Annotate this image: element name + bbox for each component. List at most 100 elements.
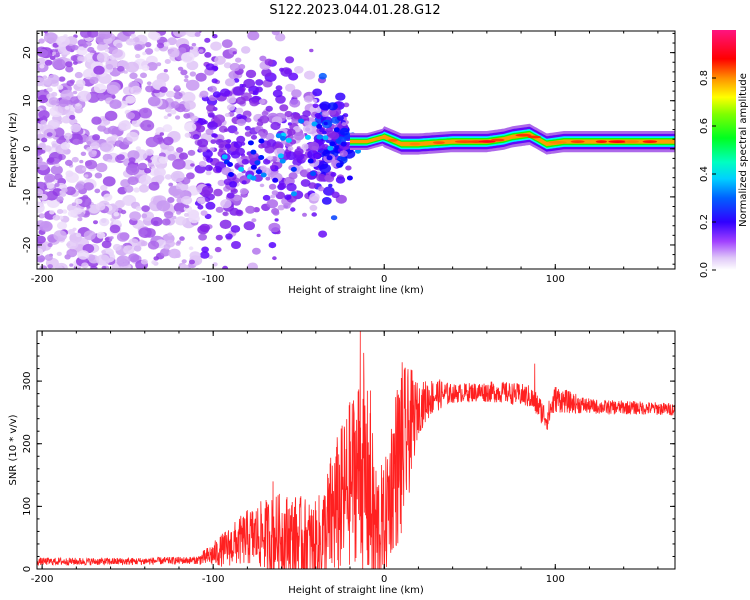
spectrogram-cell (95, 162, 108, 173)
spectrogram-cell (101, 240, 112, 249)
spectrogram-cell (123, 245, 135, 255)
spectrogram-cell (176, 210, 182, 215)
spectrogram-cell (224, 78, 236, 87)
spectrogram-cell (129, 72, 138, 80)
spectrogram-cell (316, 123, 323, 129)
spectrogram-cell (144, 48, 154, 55)
spectrogram-cell (305, 134, 311, 140)
spectrogram-cell (167, 37, 178, 46)
spectrogram-cell (56, 84, 64, 90)
spectrogram-cell (284, 110, 293, 118)
spectrogram-cell (89, 76, 99, 85)
spectrogram-cell (72, 90, 78, 95)
spectrogram-cell (167, 154, 177, 161)
spectrogram-cell (214, 55, 226, 65)
tone-peak (527, 135, 542, 139)
spectrogram-cell (228, 172, 234, 177)
spectrogram-cell (90, 265, 98, 269)
spectrogram-cell (77, 250, 90, 260)
spectrogram-cell (151, 260, 157, 265)
spectrogram-cell (65, 159, 73, 166)
spectrogram-cell (298, 118, 305, 124)
spectrogram-cell (159, 132, 164, 136)
spectrogram-cell (105, 63, 114, 70)
spectrogram-cell (88, 150, 97, 158)
spectrogram-cell (259, 183, 265, 188)
spectrogram-cell (177, 66, 184, 71)
spectrogram-cell (109, 99, 122, 110)
spectrogram-cell (190, 115, 199, 122)
spectrogram-cell (291, 191, 297, 197)
spectrogram-cell (153, 167, 166, 178)
spectrogram-cell (111, 134, 118, 140)
spectrogram-cell (128, 253, 140, 263)
spectrogram-cell (263, 158, 271, 165)
spectrogram-cell (137, 162, 148, 171)
spectrogram-cell (147, 96, 161, 107)
spectrogram-cell (93, 220, 98, 225)
spectrogram-cell (265, 105, 273, 112)
spectrogram-cell (172, 189, 185, 199)
spectrogram-cell (343, 102, 350, 108)
spectrogram-cell (264, 58, 274, 66)
spectrogram-cell (189, 259, 195, 265)
spectrogram-cell (194, 164, 206, 174)
spectrogram-cell (323, 186, 335, 196)
spectrogram-cell (236, 271, 242, 276)
spectrogram-cell (134, 44, 143, 51)
spectrogram-cell (233, 195, 241, 202)
spectrogram-cell (339, 127, 350, 136)
spectrogram-cell (248, 152, 260, 161)
spectrogram-cell (138, 107, 153, 119)
spectrogram-cell (335, 176, 346, 184)
spectrogram-cell (96, 44, 105, 51)
spectrogram-cell (314, 153, 321, 159)
spectrogram-cell (64, 186, 76, 196)
x-tick-label: -200 (31, 274, 54, 285)
spectrogram-cell (114, 140, 124, 147)
spectrogram-cell (117, 136, 124, 142)
spectrogram-cell (219, 88, 231, 97)
spectrogram-cell (145, 136, 159, 148)
spectrogram-cell (163, 136, 174, 146)
tone-peak (478, 140, 496, 143)
spectrogram-cell (104, 48, 110, 53)
spectrogram-cell (235, 96, 246, 105)
spectrogram-cell (60, 89, 74, 101)
spectrogram-cell (288, 172, 298, 180)
spectrogram-cell (37, 122, 41, 129)
spectrogram-cell (322, 150, 330, 157)
spectrogram-cell (83, 182, 94, 191)
spectrogram-cell (280, 135, 286, 141)
spectrogram-cell (37, 188, 44, 197)
spectrogram-cell (271, 190, 279, 196)
spectrogram-cell (120, 209, 127, 215)
spectrogram-cell (101, 250, 106, 254)
spectrogram-cell (250, 164, 257, 170)
spectrogram-cell (50, 165, 63, 175)
colorbar-tick-label: 0.6 (699, 118, 710, 134)
spectrogram-cell (236, 135, 246, 143)
spectrogram-cell (37, 254, 46, 263)
spectrogram-cell (339, 150, 348, 158)
spectrogram-cell (236, 118, 246, 127)
colorbar-ticks: 0.0 0.2 0.4 0.6 0.8 (699, 70, 716, 278)
spectrogram-cell (302, 110, 311, 117)
spectrogram-cell (278, 182, 287, 190)
x-tick-label: 100 (546, 574, 565, 585)
spectrogram-cell (181, 52, 195, 63)
spectrogram-cell (346, 175, 353, 181)
spectrogram-cell (327, 145, 334, 151)
spectrogram-cell (43, 31, 49, 34)
spectrogram-cell (255, 169, 262, 175)
spectrogram-cell (124, 185, 134, 193)
snr-frame (36, 330, 676, 570)
spectrogram-cell (198, 49, 204, 53)
spectrogram-cell (251, 218, 257, 223)
spectrogram-cell (319, 128, 325, 133)
spectrogram-cell (99, 218, 110, 227)
spectrogram-cell (73, 61, 78, 65)
spectrogram-cell (61, 187, 68, 193)
spectrogram-cell (272, 89, 283, 98)
